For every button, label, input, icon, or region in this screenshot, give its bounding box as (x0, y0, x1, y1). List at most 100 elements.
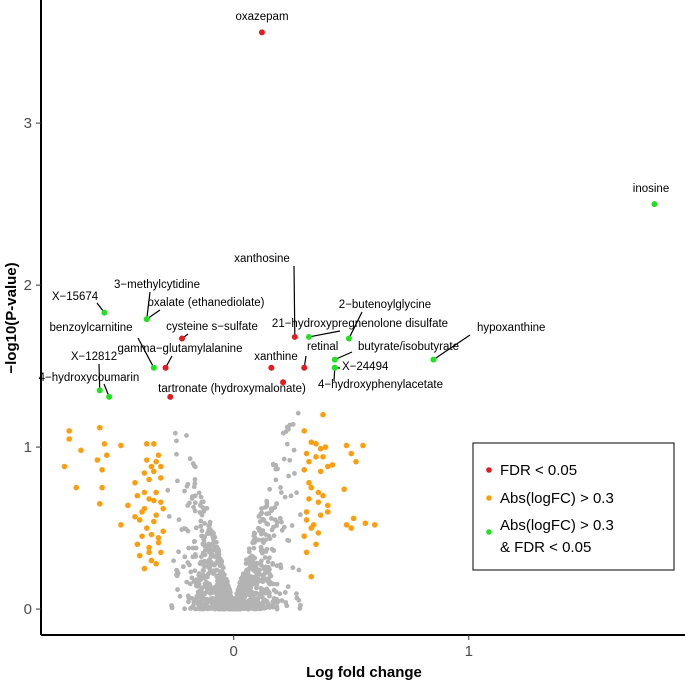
data-point-fc (158, 499, 164, 505)
y-tick-label: 1 (24, 439, 32, 456)
data-point-oxazepam (258, 29, 265, 36)
data-point-ns (186, 595, 192, 601)
data-point-ns (220, 565, 226, 571)
data-point-retinal (301, 364, 308, 371)
data-point-fc (301, 466, 308, 473)
data-point-ns (187, 456, 193, 462)
data-point-fc (153, 458, 159, 465)
data-point-fc (136, 552, 143, 559)
data-point-fc (96, 424, 103, 431)
data-point-ns (165, 487, 171, 493)
point-label-oxazepam: oxazepam (235, 11, 288, 23)
data-point-fc (303, 517, 310, 523)
data-point-ns (192, 477, 198, 482)
data-point-ns (268, 506, 274, 512)
data-point-ns (205, 531, 211, 537)
leader-line-21-hydroxypregnenolone-disulfate (308, 330, 341, 338)
data-point-ns (194, 594, 200, 600)
data-point-ns (182, 606, 188, 612)
data-point-ns (205, 543, 211, 549)
data-point-ns (198, 523, 204, 529)
data-point-ns (259, 547, 265, 553)
data-point-gamma-glutamylalanine (162, 364, 169, 371)
data-point-ns (200, 603, 206, 609)
data-point-ns (287, 457, 293, 463)
data-point-fc (324, 502, 331, 509)
data-point-fc (153, 560, 159, 567)
point-label-x-12812: X−12812 (71, 351, 117, 363)
data-point-ns (282, 494, 288, 500)
data-point-ns (174, 572, 179, 578)
point-label-gamma-glutamylalanine: gamma−glutamylalanine (118, 343, 243, 355)
data-point-ns (264, 586, 270, 592)
data-point-ns (185, 560, 191, 565)
data-point-ns (174, 438, 179, 444)
data-point-fc (315, 530, 322, 536)
data-point-fc (78, 447, 84, 454)
data-point-ns (248, 574, 254, 579)
leader-line-x-12812 (98, 363, 101, 391)
data-point-ns (245, 586, 250, 592)
data-point-ns (256, 604, 261, 609)
data-point-ns (176, 517, 182, 523)
data-point-ns (246, 566, 252, 572)
data-point-ns (211, 589, 217, 594)
data-point-fc (141, 565, 148, 572)
data-point-ns (189, 496, 195, 501)
data-point-fc (151, 441, 157, 447)
data-point-ns (234, 591, 240, 597)
data-point-fc (118, 522, 124, 528)
data-point-fc (153, 489, 159, 496)
data-point-fc (61, 463, 68, 470)
data-point-unlabeled (167, 393, 174, 400)
data-point-ns (262, 555, 268, 560)
data-point-fc (341, 486, 347, 493)
data-point-ns (204, 505, 210, 511)
data-point-ns (191, 504, 196, 510)
data-point-ns (185, 481, 191, 487)
data-point-ns (296, 597, 302, 603)
data-point-ns (240, 571, 246, 577)
data-point-ns (260, 579, 266, 585)
data-point-butyrate-isobutyrate (331, 356, 338, 363)
y-axis-title: −log10(P-value) (3, 262, 20, 373)
data-point-fc (343, 442, 350, 449)
data-point-ns (267, 590, 272, 596)
data-point-fc (155, 535, 162, 541)
data-point-ns (192, 568, 198, 574)
data-point-ns (249, 597, 254, 603)
data-point-ns (233, 596, 239, 602)
x-axis-title: Log fold change (306, 664, 422, 681)
data-point-ns (191, 484, 197, 490)
data-point-ns (274, 523, 280, 528)
data-point-fc (315, 499, 322, 505)
legend-dot-fc (486, 495, 492, 501)
data-point-fc (148, 531, 155, 538)
data-point-2-butenoylglycine (345, 335, 352, 342)
data-point-ns (295, 410, 301, 416)
data-point-ns (253, 575, 259, 581)
data-point-ns (286, 538, 292, 544)
data-point-ns (271, 548, 277, 553)
data-point-ns (177, 593, 183, 599)
data-point-fc (306, 496, 312, 502)
data-point-ns (199, 533, 204, 539)
data-point-fc (99, 484, 105, 491)
data-point-fc (139, 509, 145, 515)
data-point-fc (125, 502, 131, 509)
data-point-fc (134, 541, 141, 548)
data-point-ns (263, 604, 269, 610)
data-point-ns (271, 596, 277, 601)
data-point-fc (322, 444, 329, 450)
data-point-ns (169, 603, 174, 608)
data-point-fc (306, 479, 312, 486)
data-point-ns (274, 604, 280, 610)
data-point-fc (303, 450, 310, 457)
data-point-fc (306, 458, 312, 465)
data-point-ns (209, 601, 215, 607)
data-point-fc (158, 463, 164, 470)
point-label-cysteine-s-sulfate: cysteine s−sulfate (166, 321, 258, 333)
data-point-ns (192, 508, 198, 514)
data-point-fc (160, 528, 167, 535)
data-point-fc (343, 522, 350, 528)
